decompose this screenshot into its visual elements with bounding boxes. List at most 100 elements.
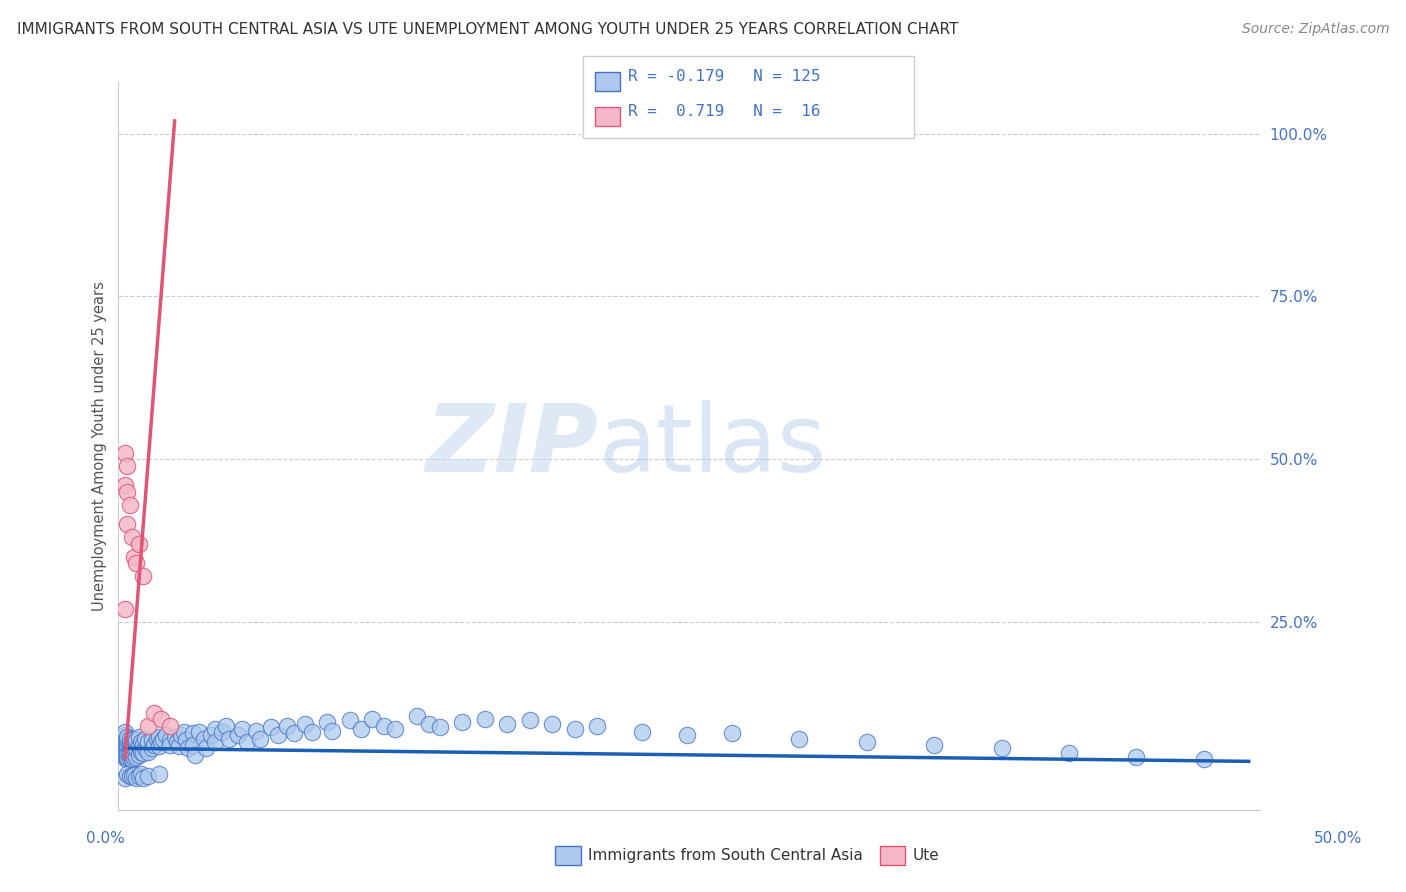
Point	[145, 731, 167, 746]
Point	[118, 747, 141, 761]
Point	[117, 752, 139, 766]
Point	[218, 731, 240, 746]
Point	[128, 769, 150, 783]
Point	[117, 739, 139, 754]
Point	[231, 722, 253, 736]
Point	[260, 720, 283, 734]
Text: Source: ZipAtlas.com: Source: ZipAtlas.com	[1241, 22, 1389, 37]
Point	[1192, 752, 1215, 766]
Point	[316, 715, 339, 730]
Point	[245, 723, 267, 738]
Point	[122, 746, 145, 760]
Point	[188, 725, 211, 739]
Point	[226, 728, 249, 742]
Point	[474, 712, 496, 726]
Point	[152, 731, 174, 746]
Point	[114, 747, 136, 762]
Point	[128, 731, 150, 745]
Point	[114, 601, 136, 615]
Point	[166, 735, 188, 749]
Point	[249, 731, 271, 746]
Point	[193, 731, 215, 746]
Point	[143, 738, 166, 752]
Point	[118, 769, 141, 783]
Point	[148, 767, 170, 781]
Text: R =  0.719   N =  16: R = 0.719 N = 16	[628, 104, 821, 119]
Point	[125, 556, 148, 570]
Point	[143, 706, 166, 720]
Point	[128, 536, 150, 550]
Point	[276, 718, 298, 732]
Point	[235, 735, 257, 749]
Point	[114, 725, 136, 739]
Point	[174, 732, 197, 747]
Point	[1057, 746, 1080, 760]
Point	[159, 718, 181, 732]
Point	[373, 718, 395, 732]
Point	[496, 717, 519, 731]
Point	[339, 714, 361, 728]
Point	[283, 726, 305, 740]
Point	[114, 771, 136, 785]
Point	[132, 771, 155, 785]
Point	[121, 732, 143, 747]
Point	[141, 732, 163, 747]
Text: Ute: Ute	[912, 848, 939, 863]
Point	[321, 723, 343, 738]
Point	[541, 717, 564, 731]
Point	[141, 741, 163, 756]
Point	[122, 740, 145, 755]
Point	[406, 708, 429, 723]
Point	[117, 516, 139, 531]
Point	[117, 484, 139, 499]
Point	[121, 738, 143, 752]
Point	[114, 738, 136, 752]
Point	[117, 746, 139, 760]
Point	[121, 752, 143, 766]
Point	[586, 718, 609, 732]
Point	[429, 720, 451, 734]
Point	[631, 725, 654, 739]
Point	[211, 725, 233, 739]
Point	[564, 722, 586, 736]
Point	[676, 728, 699, 742]
Point	[200, 728, 222, 742]
Point	[129, 767, 152, 781]
Y-axis label: Unemployment Among Youth under 25 years: Unemployment Among Youth under 25 years	[93, 281, 107, 611]
Point	[167, 739, 190, 754]
Point	[136, 735, 159, 749]
Text: IMMIGRANTS FROM SOUTH CENTRAL ASIA VS UTE UNEMPLOYMENT AMONG YOUTH UNDER 25 YEAR: IMMIGRANTS FROM SOUTH CENTRAL ASIA VS UT…	[17, 22, 959, 37]
Point	[128, 739, 150, 754]
Text: 0.0%: 0.0%	[86, 831, 125, 846]
Point	[451, 715, 474, 730]
Text: ZIP: ZIP	[425, 400, 598, 492]
Point	[117, 743, 139, 757]
Point	[114, 731, 136, 746]
Point	[204, 722, 226, 736]
Point	[155, 728, 177, 742]
Point	[114, 445, 136, 459]
Point	[125, 749, 148, 764]
Point	[122, 751, 145, 765]
Point	[132, 746, 155, 760]
Point	[121, 769, 143, 783]
Point	[350, 722, 373, 736]
Point	[150, 712, 173, 726]
Point	[121, 743, 143, 757]
Point	[181, 726, 204, 740]
Point	[125, 732, 148, 747]
Point	[114, 741, 136, 756]
Point	[118, 751, 141, 765]
Point	[136, 769, 159, 783]
Point	[150, 735, 173, 749]
Point	[148, 739, 170, 754]
Point	[132, 737, 155, 751]
Point	[118, 739, 141, 754]
Point	[789, 731, 811, 746]
Point	[117, 767, 139, 781]
Point	[134, 741, 156, 756]
Point	[114, 751, 136, 765]
Point	[117, 731, 139, 745]
Point	[301, 725, 323, 739]
Text: 50.0%: 50.0%	[1315, 831, 1362, 846]
